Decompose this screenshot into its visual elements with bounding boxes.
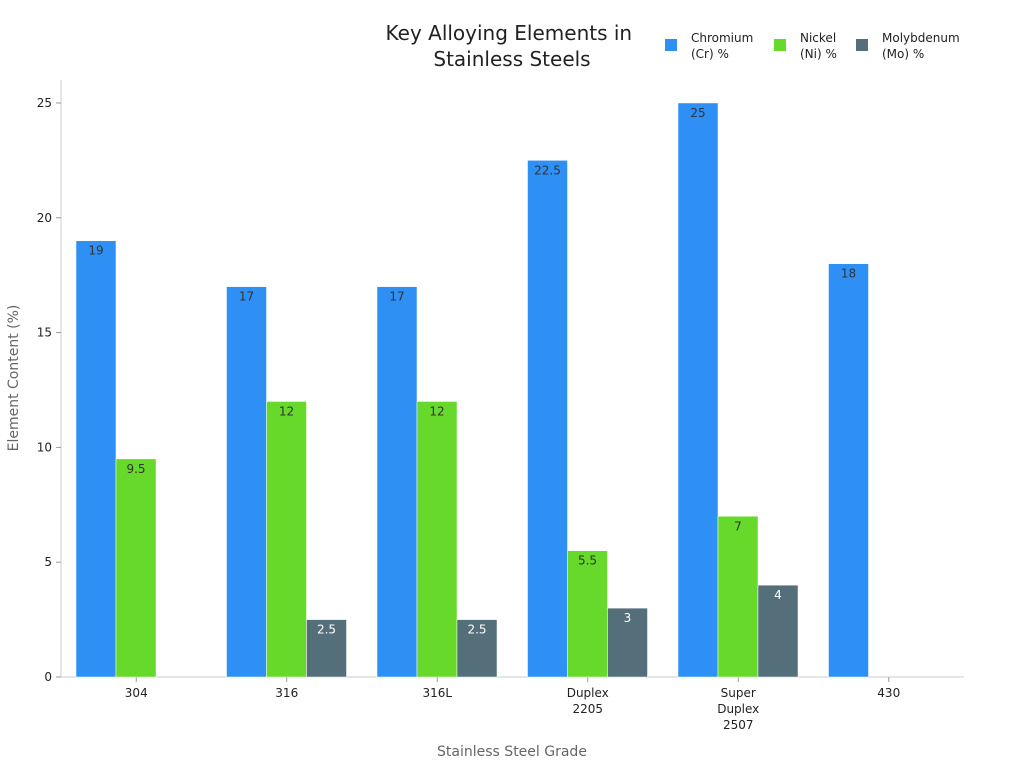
x-tick-label: 316 <box>275 686 298 700</box>
bar <box>456 619 498 678</box>
bar <box>567 550 608 678</box>
bar <box>376 286 418 678</box>
data-label: 12 <box>429 404 444 418</box>
bar <box>266 401 307 678</box>
legend-label-line: Nickel <box>800 31 836 45</box>
y-tick-label: 25 <box>37 96 52 110</box>
data-label: 12 <box>279 404 294 418</box>
x-tick-label-line: Duplex <box>717 702 759 716</box>
data-label: 18 <box>841 267 856 281</box>
bar <box>527 160 568 678</box>
y-tick-label: 15 <box>37 326 52 340</box>
y-tick-label: 5 <box>44 555 52 569</box>
chart-title-line-2: Stainless Steels <box>433 47 590 71</box>
x-tick-label-line: 2507 <box>723 718 754 732</box>
legend-swatch <box>774 39 786 51</box>
bar <box>757 584 799 678</box>
y-tick-label: 10 <box>37 440 52 454</box>
legend-label-line: (Ni) % <box>800 47 837 61</box>
bar <box>607 607 648 678</box>
bar <box>115 458 157 678</box>
y-axis: 0 5 10 15 20 25 <box>37 80 62 684</box>
bar <box>75 240 117 678</box>
data-label: 19 <box>88 244 103 258</box>
legend-label-line: Molybdenum <box>882 31 960 45</box>
data-label: 17 <box>239 290 254 304</box>
legend: Chromium (Cr) % Nickel (Ni) % Molybdenum (Mo)… <box>665 31 960 61</box>
bar <box>717 516 759 678</box>
data-label: 5.5 <box>578 554 597 568</box>
x-tick-label-line: 430 <box>877 686 900 700</box>
x-tick-label: 304 <box>125 686 148 700</box>
data-label: 3 <box>624 611 632 625</box>
x-tick-label: Super Duplex 2507 <box>717 686 759 732</box>
x-axis-title: Stainless Steel Grade <box>437 744 587 760</box>
x-tick-label: Duplex 2205 <box>567 686 609 716</box>
data-label: 9.5 <box>126 462 145 476</box>
legend-label-line: Chromium <box>691 31 753 45</box>
y-axis-title: Element Content (%) <box>6 305 22 452</box>
x-tick-label-line: Super <box>721 686 756 700</box>
legend-label: Nickel (Ni) % <box>800 31 837 61</box>
x-tick-label: 430 <box>877 686 900 700</box>
chart-title: Key Alloying Elements in Stainless Steel… <box>386 21 639 71</box>
x-tick-label-line: 2205 <box>572 702 603 716</box>
bar <box>226 286 267 678</box>
data-label: 17 <box>389 290 404 304</box>
data-labels-group: 19 9.5 17 12 2.5 17 12 2.5 22.5 5.5 3 25 7 4 18 <box>88 106 856 637</box>
legend-label: Chromium (Cr) % <box>691 31 753 61</box>
x-tick-label-line: 304 <box>125 686 148 700</box>
bar <box>306 619 347 678</box>
bars-group <box>75 102 869 678</box>
data-label: 2.5 <box>317 623 336 637</box>
bar <box>677 102 719 678</box>
legend-label-line: (Cr) % <box>691 47 729 61</box>
bar <box>828 263 869 678</box>
x-tick-label-line: Duplex <box>567 686 609 700</box>
legend-label-line: (Mo) % <box>882 47 924 61</box>
y-tick-label: 0 <box>44 670 52 684</box>
legend-label: Molybdenum (Mo) % <box>882 31 960 61</box>
data-label: 4 <box>774 588 782 602</box>
data-label: 22.5 <box>534 163 561 177</box>
x-axis: 304 316 316L Duplex 2205 Super Duplex 2507 430 <box>61 676 964 732</box>
chart-title-line-1: Key Alloying Elements in <box>386 21 633 45</box>
legend-swatch <box>665 39 677 51</box>
data-label: 2.5 <box>467 623 486 637</box>
data-label: 25 <box>690 106 705 120</box>
y-tick-label: 20 <box>37 211 52 225</box>
x-tick-label-line: 316 <box>275 686 298 700</box>
legend-swatch <box>856 39 868 51</box>
data-label: 7 <box>734 519 742 533</box>
bar <box>416 401 458 678</box>
x-tick-label: 316L <box>422 686 452 700</box>
x-tick-label-line: 316L <box>422 686 452 700</box>
